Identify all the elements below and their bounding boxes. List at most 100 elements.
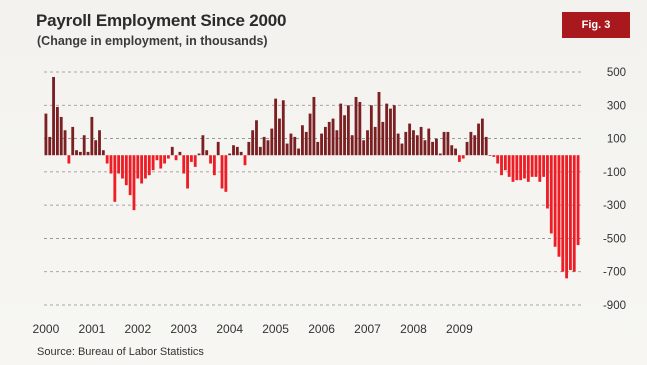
bar <box>408 123 412 156</box>
bar <box>377 91 381 156</box>
bar <box>354 96 358 156</box>
bar <box>438 153 442 156</box>
bar <box>369 105 373 156</box>
bar <box>121 155 124 179</box>
bar <box>346 105 350 156</box>
bar <box>182 155 186 174</box>
bar <box>415 135 419 156</box>
bar <box>147 155 151 176</box>
bar <box>140 155 144 184</box>
bar <box>232 145 235 156</box>
bar <box>442 131 446 156</box>
bar <box>59 116 63 156</box>
bar <box>274 98 278 156</box>
y-tick-label: 300 <box>607 100 626 112</box>
bar <box>327 121 331 156</box>
bar <box>419 126 423 156</box>
bar <box>144 155 147 179</box>
bar <box>297 148 301 156</box>
bar <box>561 155 565 272</box>
bar <box>515 155 519 181</box>
bar <box>220 155 224 189</box>
bar <box>82 135 86 156</box>
bar <box>289 133 293 156</box>
bar <box>78 151 82 156</box>
bar <box>243 155 247 166</box>
bar <box>320 133 323 156</box>
bar <box>362 140 366 156</box>
bar <box>423 140 427 156</box>
y-tick-label: -700 <box>603 267 626 279</box>
x-tick-label: 2008 <box>400 322 427 336</box>
bar <box>404 131 408 156</box>
bar <box>519 155 523 181</box>
x-axis-ticks: 2000 2001 2002 2003 2004 2005 2006 2007 2008 2009 <box>33 322 474 336</box>
x-tick-label: 2001 <box>79 322 106 336</box>
bar <box>496 155 500 164</box>
bar <box>71 126 75 156</box>
bar <box>553 155 557 247</box>
bar <box>557 155 561 257</box>
bar <box>461 155 465 159</box>
bar <box>549 155 553 234</box>
x-tick-label: 2002 <box>124 322 151 336</box>
bar <box>350 135 354 156</box>
bar <box>523 155 526 179</box>
bar <box>90 116 94 156</box>
bar <box>113 155 117 202</box>
bar <box>526 155 530 182</box>
bar <box>86 151 90 156</box>
bar <box>323 126 327 156</box>
y-tick-label: -100 <box>603 167 626 179</box>
source-note: Source: Bureau of Labor Statistics <box>37 346 204 358</box>
bar <box>174 155 178 161</box>
bar <box>392 105 396 156</box>
bar <box>343 115 346 156</box>
bar <box>197 153 201 156</box>
bar <box>251 130 255 156</box>
bar <box>507 155 511 177</box>
bar <box>193 155 197 167</box>
bar <box>312 96 316 156</box>
x-tick-label: 2007 <box>354 322 381 336</box>
bar <box>400 143 404 156</box>
bar <box>132 155 136 211</box>
bar <box>484 136 488 156</box>
bar <box>331 118 335 156</box>
x-tick-label: 2004 <box>216 322 243 336</box>
y-axis-ticks: 500 300 100 -100 -300 -500 -700 -900 <box>603 67 626 312</box>
bar <box>293 136 297 156</box>
bar <box>75 150 78 156</box>
bar <box>224 155 228 192</box>
bar <box>569 155 572 271</box>
bar <box>358 101 362 156</box>
bar <box>278 118 281 156</box>
bar <box>366 130 369 156</box>
bar <box>109 155 113 174</box>
bar <box>373 126 377 156</box>
bar <box>469 131 473 156</box>
bar <box>534 155 538 177</box>
bar <box>546 155 549 209</box>
bar <box>44 113 48 156</box>
bar <box>105 155 109 164</box>
bar <box>538 155 542 182</box>
bar <box>500 155 503 176</box>
bar <box>446 131 450 156</box>
bar <box>136 155 140 179</box>
bar <box>186 155 189 189</box>
figure-badge: Fig. 3 <box>562 12 630 38</box>
y-tick-label: -500 <box>603 233 626 245</box>
bar <box>480 118 484 156</box>
bar <box>542 155 546 177</box>
bar <box>151 155 155 171</box>
bar <box>178 151 182 156</box>
bar <box>572 155 576 272</box>
bar <box>167 155 170 159</box>
bar <box>412 130 415 156</box>
x-tick-label: 2003 <box>170 322 197 336</box>
bar <box>63 130 67 156</box>
bar <box>304 131 308 156</box>
